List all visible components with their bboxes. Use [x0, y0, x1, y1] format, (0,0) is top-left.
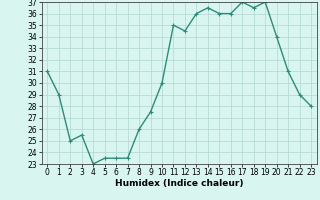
- X-axis label: Humidex (Indice chaleur): Humidex (Indice chaleur): [115, 179, 244, 188]
